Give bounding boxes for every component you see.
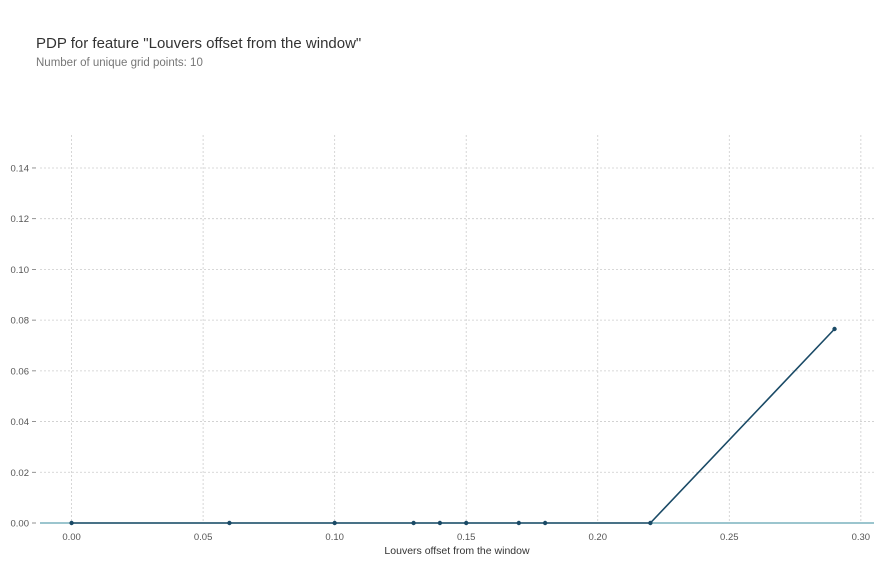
y-tick-label: 0.14 [11,163,30,174]
pdp-point [332,520,337,526]
pdp-point [437,520,443,526]
x-tick-label: 0.10 [325,532,344,543]
y-tick-label: 0.02 [11,468,30,479]
y-tick-label: 0.12 [11,214,30,225]
y-tick-label: 0.00 [11,519,30,530]
y-tick-label: 0.10 [11,265,30,276]
x-tick-label: 0.15 [457,532,476,543]
pdp-point [69,520,74,526]
x-tick-label: 0.30 [852,532,871,543]
y-tick-label: 0.08 [11,316,30,327]
pdp-point [648,520,653,526]
pdp-point [516,520,522,526]
x-tick-label: 0.25 [720,532,739,543]
x-axis-label: Louvers offset from the window [384,545,530,557]
pdp-point [542,520,548,526]
x-tick-label: 0.00 [62,532,81,543]
grid-layer [40,135,874,524]
pdp-line [71,328,836,524]
y-tick-label: 0.06 [11,366,30,377]
chart-subtitle: Number of unique grid points: 10 [36,57,203,69]
tick-layer: 0.00 0.05 0.10 0.15 0.20 0.25 0.30 0.00 0.02 0.04… [11,163,871,543]
pdp-point [411,520,416,526]
x-tick-label: 0.20 [589,532,608,543]
pdp-point [832,326,837,332]
y-tick-label: 0.04 [11,417,30,428]
series-layer [40,326,874,526]
pdp-point [227,520,232,526]
pdp-point [464,520,469,526]
chart-title: PDP for feature "Louvers offset from the… [36,35,362,52]
x-tick-label: 0.05 [194,532,213,543]
